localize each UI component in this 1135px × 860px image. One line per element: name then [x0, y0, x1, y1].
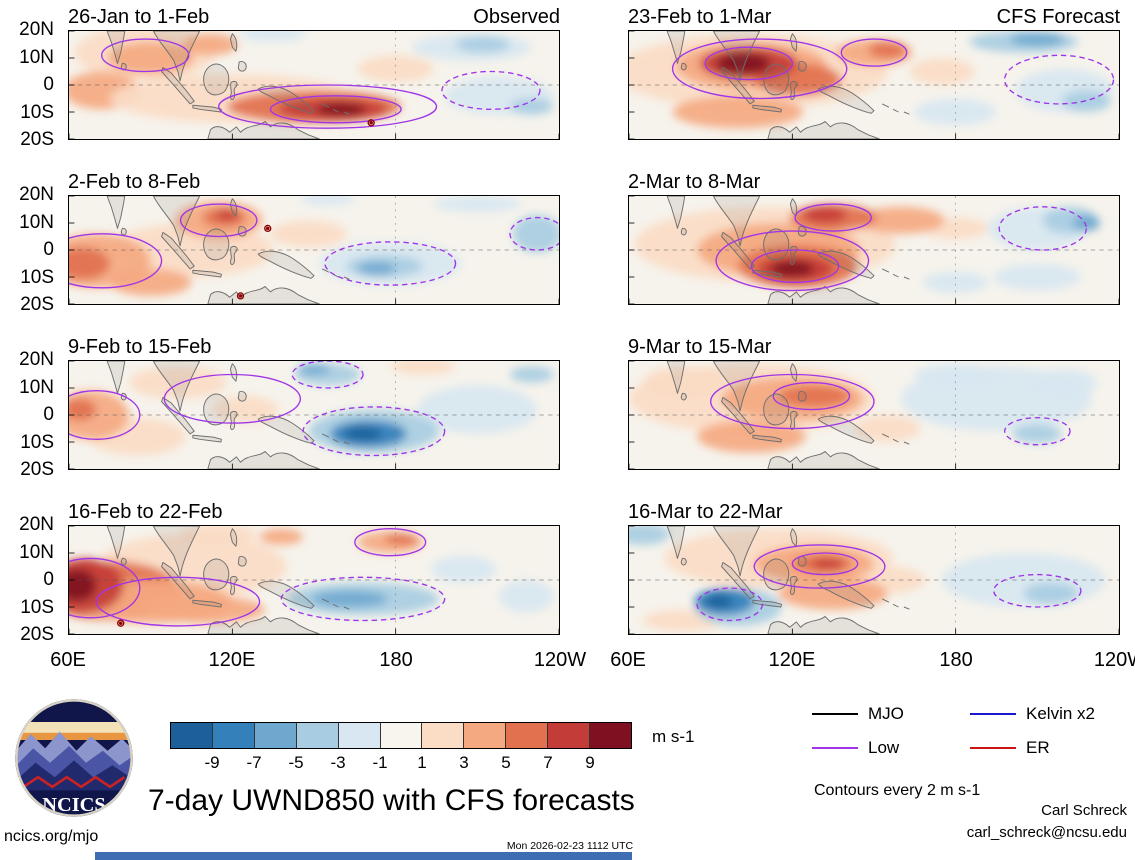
y-tick-label: 0 — [43, 239, 54, 260]
x-tick-label: 60E — [610, 649, 646, 671]
colorbar-tick-label: 3 — [459, 753, 469, 772]
legend-line-swatch — [812, 713, 858, 715]
x-axis-labels-left: 60E 120E 180 120W — [50, 645, 586, 673]
panel-title: 2-Mar to 8-Mar — [628, 171, 761, 193]
timestamp: Mon 2026-02-23 1112 UTC — [506, 840, 634, 852]
y-tick-label: 10S — [20, 596, 54, 618]
colorbar-labels: -9 -7 -5 -3 -1 1 3 5 7 9 — [170, 749, 632, 773]
panel-title: 16-Feb to 22-Feb — [68, 501, 223, 523]
map-panel — [68, 30, 560, 140]
y-tick-label: 0 — [43, 74, 54, 95]
panel-forecast-week-4: 16-Mar to 22-Mar — [628, 499, 1120, 635]
panel-observed-week-4: 16-Feb to 22-Feb — [68, 499, 560, 635]
x-tick-label: 180 — [379, 649, 413, 671]
legend: MJO Kelvin x2 Low ER — [812, 704, 1130, 758]
panel-title: 9-Feb to 15-Feb — [68, 336, 212, 358]
legend-line-swatch — [970, 747, 1016, 749]
panel-forecast-week-2: 2-Mar to 8-Mar — [628, 169, 1120, 305]
colorbar-tick-label: -1 — [372, 753, 388, 772]
panel-title: 9-Mar to 15-Mar — [628, 336, 772, 358]
panel-observed-week-2: 2-Feb to 8-Feb — [68, 169, 560, 305]
figure-title: 7-day UWND850 with CFS forecasts — [148, 784, 635, 817]
y-tick-label: 10N — [19, 376, 54, 398]
colorbar-boxes — [170, 722, 632, 749]
panel-observed-week-1: 26-Jan to 1-Feb Observed — [68, 4, 560, 140]
logo-text: NCICS — [42, 794, 105, 816]
map-panel — [68, 360, 560, 470]
x-tick-label: 120E — [208, 649, 256, 671]
site-link[interactable]: ncics.org/mjo — [4, 828, 99, 845]
map-panel — [68, 195, 560, 305]
colorbar-tick-label: -7 — [246, 753, 262, 772]
y-tick-label: 20S — [20, 294, 54, 315]
x-tick-label: 120W — [533, 649, 587, 671]
panel-forecast-week-1: 23-Feb to 1-Mar CFS Forecast — [628, 4, 1120, 140]
colorbar-tick-label: -3 — [330, 753, 346, 772]
y-tick-label: 0 — [43, 569, 54, 590]
y-tick-label: 10S — [20, 101, 54, 123]
y-axis-labels: 20N 10N 0 10S 20S — [2, 349, 62, 480]
y-tick-label: 10S — [20, 266, 54, 288]
credit-name: Carl Schreck — [1041, 802, 1127, 819]
colorbar-tick-label: 1 — [417, 753, 427, 772]
colorbar-tick-label: 9 — [585, 753, 595, 772]
y-tick-label: 20N — [19, 349, 54, 370]
y-tick-label: 20N — [19, 184, 54, 205]
legend-item-low: Low — [812, 738, 970, 758]
colorbar-unit-label: m s-1 — [652, 727, 695, 746]
legend-item-mjo: MJO — [812, 704, 970, 724]
colorbar: -9 -7 -5 -3 -1 1 3 5 7 9 — [170, 722, 632, 773]
colorbar-tick-label: 7 — [543, 753, 553, 772]
panel-title: 16-Mar to 22-Mar — [628, 501, 783, 523]
x-tick-label: 120W — [1093, 649, 1135, 671]
credits: Carl Schreck carl_schreck@ncsu.edu — [967, 800, 1127, 844]
panel-observed-week-3: 9-Feb to 15-Feb — [68, 334, 560, 470]
x-tick-label: 120E — [768, 649, 816, 671]
y-tick-label: 10S — [20, 431, 54, 453]
y-tick-label: 20N — [19, 514, 54, 535]
panel-title: 2-Feb to 8-Feb — [68, 171, 201, 193]
x-tick-label: 60E — [50, 649, 86, 671]
colorbar-tick-label: 5 — [501, 753, 511, 772]
y-tick-label: 10N — [19, 211, 54, 233]
credit-email[interactable]: carl_schreck@ncsu.edu — [966, 824, 1127, 841]
legend-line-swatch — [812, 747, 858, 749]
y-tick-label: 10N — [19, 46, 54, 68]
y-tick-label: 0 — [43, 404, 54, 425]
bottom-blue-bar — [95, 852, 632, 860]
logo-red-zigzag — [22, 775, 126, 789]
ncics-logo: NCICS — [14, 698, 134, 818]
y-tick-label: 10N — [19, 541, 54, 563]
y-axis-labels: 20N 10N 0 10S 20S — [2, 19, 62, 150]
legend-label: Kelvin x2 — [1026, 704, 1095, 723]
y-tick-label: 20S — [20, 459, 54, 480]
panel-forecast-week-3: 9-Mar to 15-Mar — [628, 334, 1120, 470]
y-axis-labels: 20N 10N 0 10S 20S — [2, 514, 62, 645]
y-tick-label: 20N — [19, 19, 54, 40]
column-label-forecast: CFS Forecast — [996, 6, 1120, 28]
map-panel — [628, 195, 1120, 305]
y-tick-label: 20S — [20, 624, 54, 645]
map-panel — [628, 525, 1120, 635]
map-panel — [628, 360, 1120, 470]
colorbar-tick-label: -9 — [204, 753, 220, 772]
legend-line-swatch — [970, 713, 1016, 715]
column-label-observed: Observed — [473, 6, 560, 28]
legend-item-er: ER — [970, 738, 1130, 758]
y-axis-labels: 20N 10N 0 10S 20S — [2, 184, 62, 315]
legend-label: Low — [868, 738, 900, 757]
y-tick-label: 20S — [20, 129, 54, 150]
panel-title: 23-Feb to 1-Mar — [628, 6, 772, 28]
panel-title: 26-Jan to 1-Feb — [68, 6, 210, 28]
contour-note: Contours every 2 m s-1 — [814, 782, 981, 799]
map-panel — [68, 525, 560, 635]
x-tick-label: 180 — [939, 649, 973, 671]
legend-item-kelvin-x2: Kelvin x2 — [970, 704, 1130, 724]
x-axis-labels-right: 60E 120E 180 120W — [610, 645, 1135, 673]
legend-label: MJO — [868, 704, 904, 723]
map-panel — [628, 30, 1120, 140]
colorbar-tick-label: -5 — [288, 753, 304, 772]
legend-label: ER — [1026, 738, 1050, 757]
